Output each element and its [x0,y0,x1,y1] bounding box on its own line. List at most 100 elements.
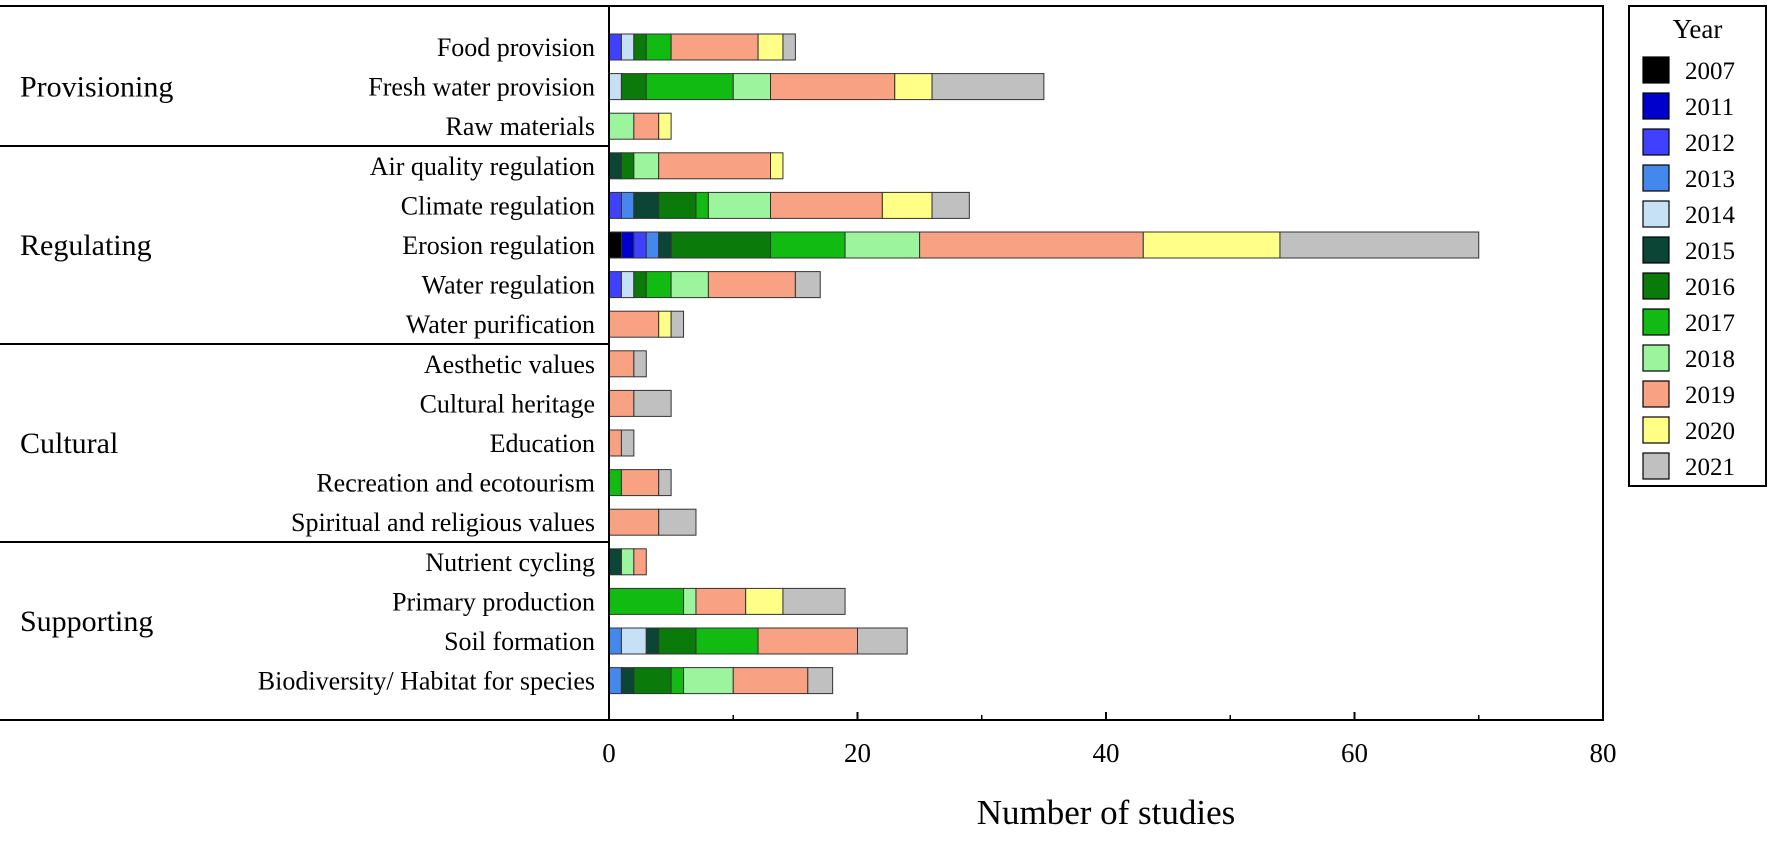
bar-segment [620,191,635,219]
bar-segment [1279,231,1480,259]
bar-segment [658,231,672,259]
bar-segment [608,350,635,378]
legend-title: Year [1673,14,1723,44]
bar-segment [608,389,635,417]
bar-segment [620,429,635,457]
bar-segment [620,548,635,576]
bar-segment [707,191,772,219]
bar-segment [633,33,647,61]
bar-segment [620,627,647,655]
bar-segment [695,191,709,219]
legend-swatch [1642,164,1670,192]
bar-segment [695,587,747,615]
bars [608,33,1480,695]
bar-segment [608,469,622,497]
legend-label: 2018 [1685,346,1735,373]
bar-segment [608,429,622,457]
bar-segment [633,389,672,417]
bar-segment [894,73,933,101]
category-label: Air quality regulation [370,152,595,181]
category-label: Primary production [392,587,595,616]
bar-segment [608,231,622,259]
bar-segment [658,191,697,219]
legend-swatch [1642,452,1670,480]
category-label: Fresh water provision [368,73,595,102]
category-label: Soil formation [444,627,595,656]
category-labels: Food provision Fresh water provision Raw m… [258,33,595,696]
legend-label: 2017 [1685,310,1735,337]
x-tick-label: 40 [1093,738,1120,768]
legend-swatch [1642,128,1670,156]
category-label: Cultural heritage [420,389,595,418]
bar-segment [620,231,635,259]
bar-segment [707,271,796,299]
legend-label: 2019 [1685,382,1735,409]
category-label: Food provision [437,33,595,62]
x-tick-label: 80 [1590,738,1617,768]
bar-segment [645,627,660,655]
bar-segment [857,627,908,655]
legend-swatch [1642,380,1670,408]
group-label: Regulating [20,229,152,262]
bar-segment [608,508,660,536]
legend-label: 2013 [1685,166,1735,193]
bar-segment [645,73,734,101]
legend-label: 2007 [1685,58,1735,85]
bar-segment [620,33,635,61]
legend: Year 2007 2011 2012 2013 2014 2015 2016 2017 201… [1628,5,1767,487]
bar-segment [881,191,933,219]
category-label: Raw materials [446,112,595,141]
category-label: Water purification [406,310,595,339]
legend-swatch [1642,272,1670,300]
bar-segment [620,152,635,180]
bar-segment [782,33,796,61]
bar-segment [645,231,660,259]
bar-segment [670,310,685,338]
bar-segment [608,587,685,615]
bar-segment [608,548,622,576]
bar-segment [608,152,622,180]
x-tick-label: 0 [602,738,616,768]
category-label: Spiritual and religious values [291,508,595,537]
bar-segment [658,508,697,536]
group-label: Provisioning [20,71,173,104]
bar-segment [608,33,622,61]
bar-segment [770,152,784,180]
bar-segment [683,587,697,615]
bar-segment [1142,231,1281,259]
bar-segment [608,271,622,299]
group-separators [0,5,609,721]
category-label: Aesthetic values [424,350,595,379]
bar-segment [633,350,647,378]
x-tick-label: 60 [1341,738,1368,768]
legend-label: 2012 [1685,130,1735,157]
bar-segment [633,231,647,259]
legend-label: 2016 [1685,274,1735,301]
bar-segment [807,667,834,695]
legend-label: 2021 [1685,454,1735,481]
legend-swatch [1642,56,1670,84]
legend-swatch [1642,344,1670,372]
bar-segment [919,231,1144,259]
category-label: Education [490,429,595,458]
bar-segment [645,33,672,61]
category-label: Recreation and ecotourism [316,469,595,498]
bar-segment [757,627,858,655]
group-label: Supporting [20,605,153,638]
bar-segment [658,310,672,338]
bar-segment [620,667,635,695]
bar-segment [658,469,672,497]
legend-swatch [1642,92,1670,120]
bar-segment [732,667,809,695]
legend-label: 2020 [1685,418,1735,445]
bar-segment [757,33,784,61]
bar-segment [683,667,734,695]
bar-segment [794,271,821,299]
bar-segment [695,627,759,655]
bar-segment [770,231,846,259]
legend-swatch [1642,236,1670,264]
bar-segment [608,191,622,219]
bar-segment [931,73,1045,101]
bar-segment [633,548,647,576]
